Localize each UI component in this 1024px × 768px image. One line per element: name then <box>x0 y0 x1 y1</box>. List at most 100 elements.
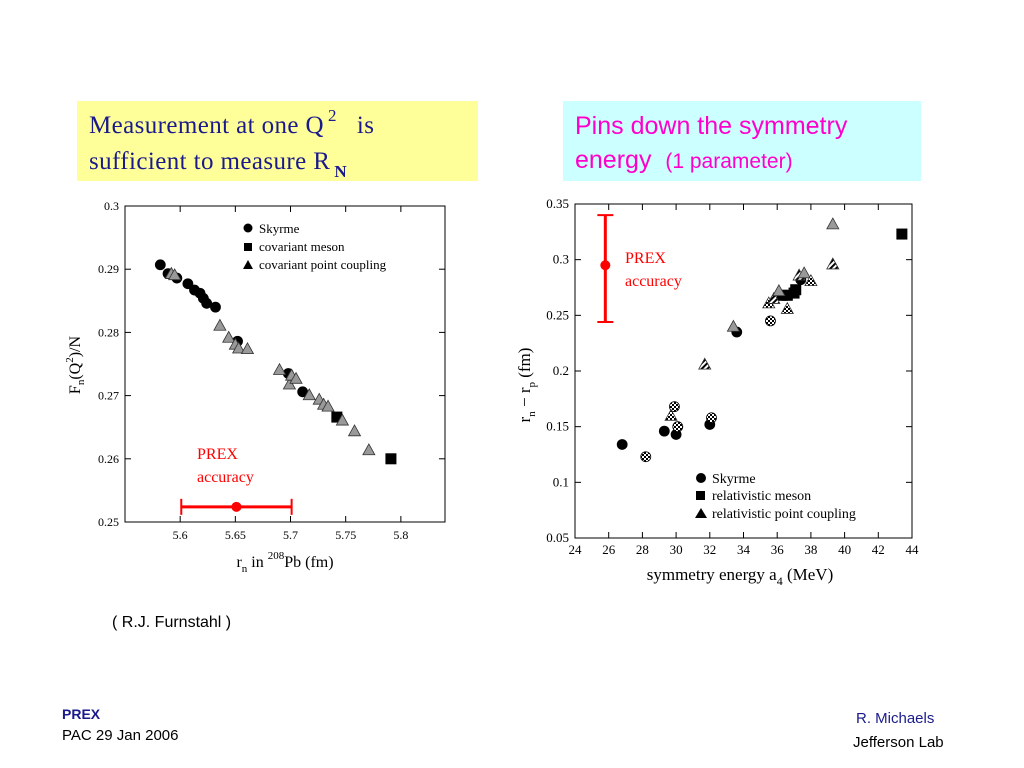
right-ylabel-text: rn − rp (fm) <box>515 348 538 423</box>
point-covariant-point-coupling <box>213 318 227 331</box>
footer-lab: Jefferson Lab <box>853 734 944 751</box>
prex-label-line1-right: PREX <box>625 250 666 267</box>
x-tick-label: 26 <box>602 542 616 557</box>
left-caption-line2-text: sufficient to measure R <box>89 148 331 175</box>
point-covariant-meson <box>385 453 397 465</box>
point-skyrme <box>669 401 680 413</box>
point-skyrme <box>182 278 194 290</box>
point-relativistic-point-coupling <box>767 291 781 304</box>
y-tick-label: 0.25 <box>98 515 119 529</box>
right-legend-skyrme: Skyrme <box>712 472 756 487</box>
legend-meson-marker <box>244 243 252 251</box>
prex-center-dot-right <box>600 260 611 271</box>
legend-point-coupling-marker <box>243 260 253 269</box>
left-legend-skyrme: Skyrme <box>259 221 300 236</box>
point-covariant-point-coupling <box>321 399 335 412</box>
x-tick-label: 38 <box>804 542 817 557</box>
point-skyrme <box>765 315 776 327</box>
right-caption-line1: Pins down the symmetry <box>575 112 848 140</box>
x-tick-label: 24 <box>569 542 583 557</box>
point-skyrme <box>640 451 652 463</box>
rn-rp-vs-a4-chart: 24 26 28 30 32 34 36 38 40 42 44 0.05 0.1 0.15 0.2 0.25… <box>515 196 919 588</box>
point-covariant-point-coupling <box>272 362 287 375</box>
legend-skyrme-marker <box>243 223 253 233</box>
point-covariant-point-coupling <box>231 341 246 354</box>
right-y-axis-title: rn − rp (fm) <box>515 348 538 423</box>
point-covariant-point-coupling <box>335 413 350 426</box>
y-tick-label: 0.3 <box>553 252 569 267</box>
rn-subscript: N <box>334 162 348 181</box>
point-skyrme <box>210 301 221 313</box>
point-skyrme <box>706 412 717 424</box>
right-caption-line2-main: energy <box>575 146 652 174</box>
left-plot-frame <box>124 205 446 523</box>
right-caption-box: Pins down the symmetry energy (1 paramet… <box>563 101 921 181</box>
left-legend: Skyrme covariant meson covariant point c… <box>243 221 387 272</box>
right-axis-ticks: 24 26 28 30 32 34 36 38 40 42 44 0.05 0.1 0.15 0.2 0.25… <box>546 196 919 557</box>
left-axis-ticks: 5.6 5.65 5.7 5.75 5.8 0.25 0.26 0.27 0.28 0.29 0.3 <box>98 199 445 542</box>
point-relativistic-point-coupling <box>664 408 678 421</box>
left-ylabel-text: Fn(Q2)/N <box>64 335 87 394</box>
y-tick-label: 0.27 <box>98 389 119 403</box>
legend-point-coupling-marker-right <box>695 508 707 518</box>
left-prex-annotation: PREX accuracy <box>180 446 293 515</box>
point-relativistic-point-coupling <box>780 301 794 314</box>
x-tick-label: 40 <box>838 542 851 557</box>
left-caption-line1-text: Measurement at one Q <box>89 112 325 139</box>
point-covariant-point-coupling <box>240 342 255 355</box>
point-skyrme <box>658 425 670 437</box>
credit-text: ( R.J. Furnstahl ) <box>112 614 232 631</box>
x-tick-label: 42 <box>872 542 885 557</box>
point-skyrme <box>616 439 628 450</box>
x-tick-label: 30 <box>670 542 683 557</box>
point-skyrme <box>154 259 166 271</box>
right-data-points <box>616 217 908 463</box>
point-covariant-point-coupling <box>302 388 316 401</box>
y-tick-label: 0.28 <box>98 325 119 339</box>
y-tick-label: 0.3 <box>104 199 119 213</box>
left-data-points <box>154 259 397 465</box>
point-covariant-point-coupling <box>347 424 362 437</box>
x-tick-label: 34 <box>737 542 751 557</box>
y-tick-label: 0.26 <box>98 452 119 466</box>
point-covariant-point-coupling <box>222 330 236 343</box>
x-tick-label: 28 <box>636 542 649 557</box>
point-relativistic-point-coupling <box>826 257 840 270</box>
point-relativistic-point-coupling <box>726 319 741 332</box>
y-tick-label: 0.35 <box>546 196 569 211</box>
point-covariant-point-coupling <box>167 268 182 281</box>
point-relativistic-point-coupling <box>804 273 818 287</box>
y-tick-label: 0.25 <box>546 307 569 322</box>
point-relativistic-point-coupling <box>826 217 840 230</box>
point-relativistic-meson <box>896 228 908 240</box>
x-tick-label: 5.8 <box>393 528 408 542</box>
footer-author: R. Michaels <box>856 710 935 727</box>
left-xlabel-text: rn in 208Pb (fm) <box>236 550 333 575</box>
left-caption-line1-suffix: is <box>356 112 375 139</box>
point-skyrme <box>672 421 684 433</box>
prex-center-dot <box>231 501 242 512</box>
point-relativistic-meson <box>790 284 802 296</box>
right-legend-pointcoupling: relativistic point coupling <box>712 507 856 522</box>
point-relativistic-point-coupling <box>797 266 811 279</box>
prex-label-line2: accuracy <box>197 469 254 486</box>
x-tick-label: 5.6 <box>173 528 188 542</box>
y-tick-label: 0.2 <box>553 363 569 378</box>
y-tick-label: 0.29 <box>98 262 119 276</box>
x-tick-label: 36 <box>771 542 785 557</box>
point-relativistic-point-coupling <box>772 284 786 297</box>
right-caption-line2: energy (1 parameter) <box>575 143 911 179</box>
prex-label-line2-right: accuracy <box>625 273 682 290</box>
left-legend-meson: covariant meson <box>259 239 345 254</box>
point-covariant-point-coupling <box>362 443 376 456</box>
x-tick-label: 44 <box>906 542 920 557</box>
point-covariant-point-coupling <box>289 371 303 384</box>
prex-label-line1: PREX <box>197 446 238 463</box>
y-tick-label: 0.05 <box>546 530 569 545</box>
x-tick-label: 5.65 <box>225 528 246 542</box>
right-legend-meson: relativistic meson <box>712 489 811 504</box>
left-legend-pointcoupling: covariant point coupling <box>259 257 387 272</box>
